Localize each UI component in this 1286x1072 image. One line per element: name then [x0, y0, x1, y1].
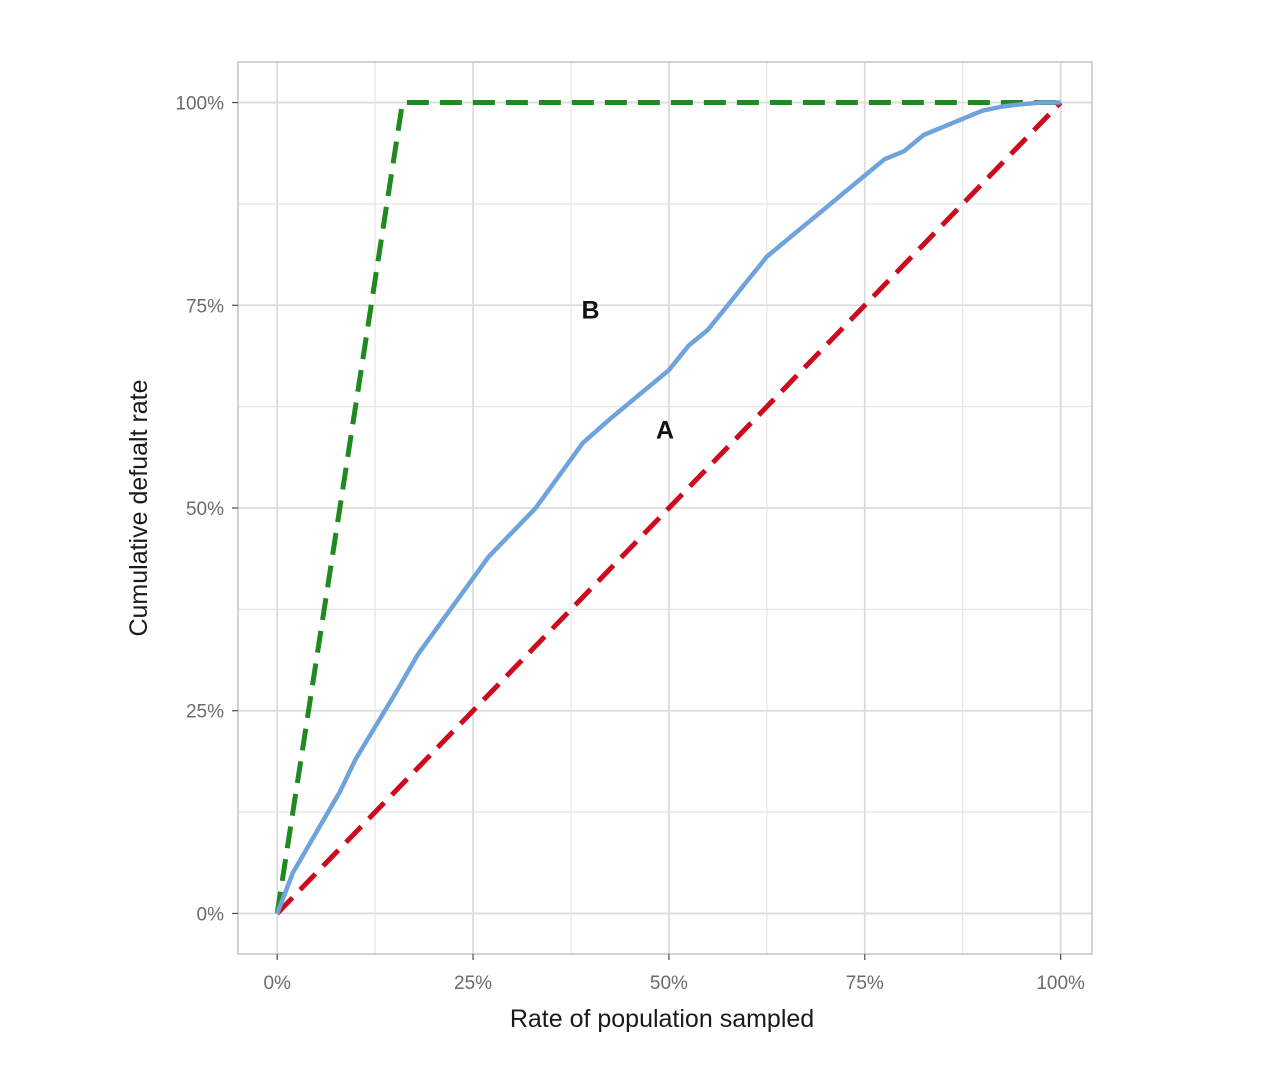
y-tick-label: 100%: [175, 94, 224, 115]
x-tick-label: 25%: [454, 973, 492, 994]
series-layer: [274, 100, 1063, 916]
perfect-model-line: [274, 100, 1061, 914]
x-tick-label: 75%: [846, 973, 884, 994]
y-tick-label: 25%: [186, 702, 224, 723]
x-tick-label: 0%: [263, 973, 291, 994]
y-tick-label: 75%: [186, 296, 224, 317]
y-tick-label: 0%: [197, 904, 225, 925]
x-tick-label: 100%: [1036, 973, 1085, 994]
y-axis-title: Cumulative defualt rate: [125, 379, 153, 636]
x-tick-label: 50%: [650, 973, 688, 994]
annotation-layer: BA: [582, 296, 674, 444]
annotation-label-b: B: [582, 296, 600, 324]
y-axis-ticks: 0% 25% 50% 75% 100%: [175, 94, 238, 925]
y-tick-label: 50%: [186, 499, 224, 520]
x-axis-title: Rate of population sampled: [510, 1005, 814, 1033]
annotation-label-a: A: [656, 416, 674, 444]
x-axis-ticks: 0% 25% 50% 75% 100%: [263, 954, 1085, 994]
random-model-line: [275, 100, 1063, 916]
model-gains-curve: [275, 100, 1061, 915]
